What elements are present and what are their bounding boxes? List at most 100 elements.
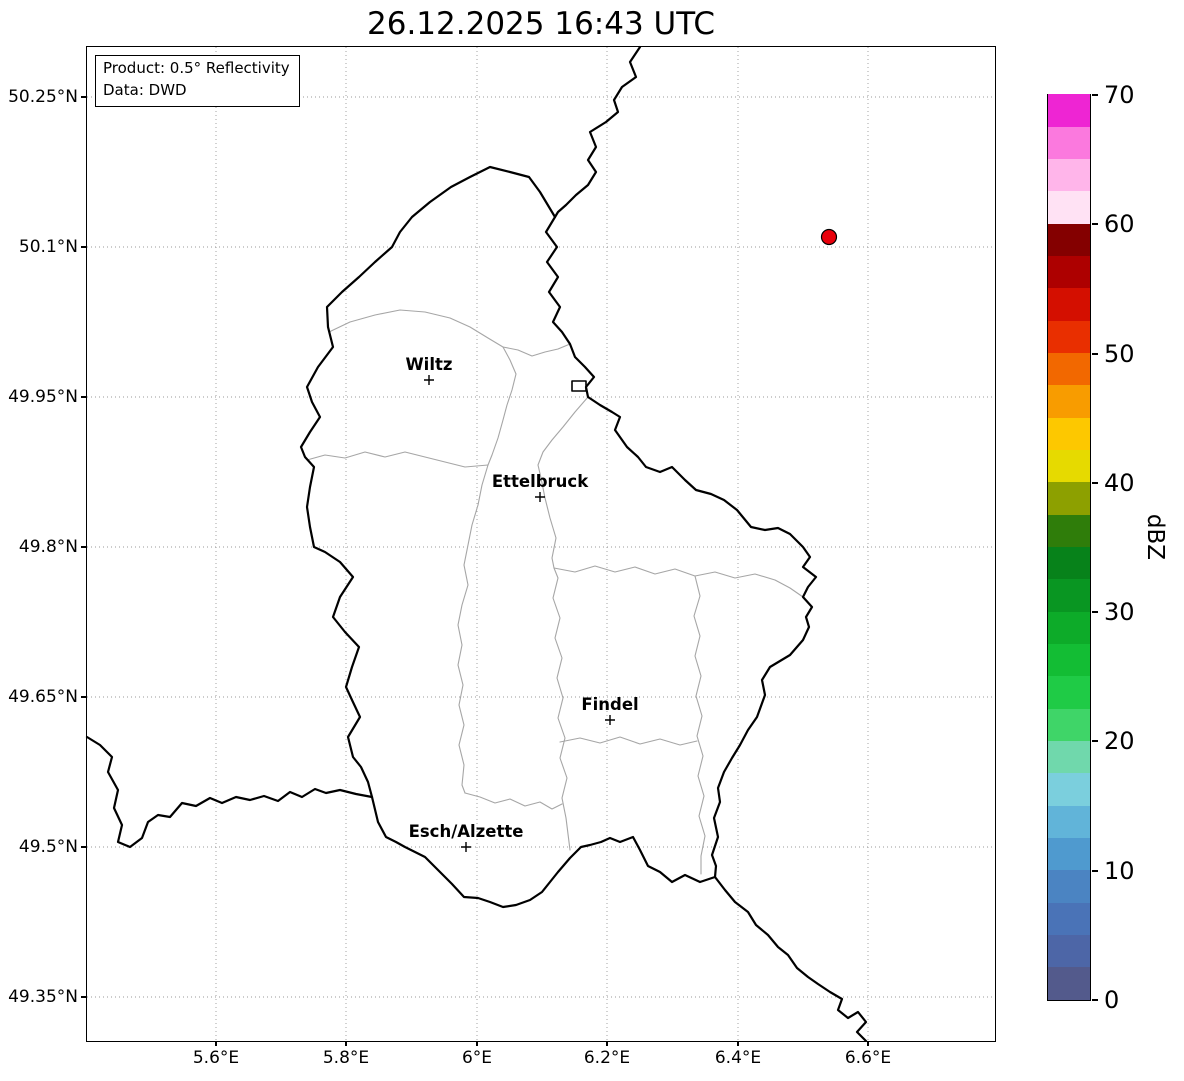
y-tick-label: 49.8°N [18, 537, 78, 557]
colorbar-segment [1047, 417, 1090, 450]
x-tick-mark [737, 1041, 739, 1046]
product-label: Product: 0.5° Reflectivity [103, 59, 290, 77]
colorbar-tick-mark [1092, 869, 1098, 872]
x-tick-label: 6.6°E [844, 1048, 892, 1068]
border-detail-rect [570, 379, 587, 392]
country-borders [85, 45, 867, 1042]
colorbar-segment [1047, 158, 1090, 192]
y-tick-label: 49.65°N [8, 687, 78, 707]
colorbar-segment [1047, 514, 1090, 547]
y-tick-mark [81, 546, 86, 548]
city-plus-marker [423, 374, 434, 385]
colorbar-segment [1047, 449, 1090, 483]
colorbar-segment [1047, 870, 1090, 903]
colorbar-segment [1047, 320, 1090, 353]
x-tick-mark [867, 1041, 869, 1046]
colorbar-tick-label: 20 [1104, 727, 1135, 756]
district-border-line [501, 342, 571, 357]
y-tick-mark [81, 996, 86, 998]
colorbar-tick-mark [1092, 481, 1098, 484]
district-border-line [552, 564, 804, 598]
city-plus-marker [534, 491, 545, 502]
colorbar-segment [1047, 837, 1090, 871]
y-tick-mark [81, 396, 86, 398]
colorbar-segment [1047, 288, 1090, 321]
colorbar-segment [1047, 385, 1090, 418]
city-label: Wiltz [405, 355, 452, 374]
x-tick-label: 6.2°E [583, 1048, 631, 1068]
colorbar-segment [1047, 579, 1090, 612]
y-tick-label: 50.25°N [8, 87, 78, 107]
colorbar-segment [1047, 352, 1090, 386]
colorbar-tick-label: 0 [1104, 986, 1120, 1014]
y-tick-mark [81, 696, 86, 698]
figure-title: 26.12.2025 16:43 UTC [367, 6, 715, 42]
x-tick-label: 5.6°E [192, 1048, 240, 1068]
colorbar-segment [1047, 805, 1090, 838]
colorbar-tick-mark [1092, 94, 1098, 96]
colorbar-tick-mark [1092, 223, 1098, 226]
colorbar-segment [1047, 255, 1090, 289]
colorbar-tick-label: 10 [1104, 856, 1135, 885]
y-tick-mark [81, 246, 86, 248]
colorbar-tick-mark [1092, 352, 1098, 355]
x-tick-mark [606, 1041, 608, 1046]
x-tick-label: 5.8°E [322, 1048, 370, 1068]
y-tick-mark [81, 846, 86, 848]
luxembourg-border [299, 165, 817, 908]
district-border-line [305, 450, 489, 468]
x-tick-label: 6.4°E [714, 1048, 762, 1068]
y-tick-label: 49.5°N [18, 837, 78, 857]
colorbar-segment [1047, 482, 1090, 515]
colorbar-segment [1047, 223, 1090, 256]
colorbar-segment [1047, 191, 1090, 224]
colorbar-unit-label: dBZ [1142, 513, 1168, 561]
colorbar-tick-mark [1092, 740, 1098, 743]
colorbar-segment [1047, 126, 1090, 159]
colorbar-tick-label: 40 [1104, 468, 1135, 497]
grid-lines [86, 46, 995, 1041]
y-tick-label: 49.95°N [8, 387, 78, 407]
district-border-line [692, 574, 706, 875]
x-tick-label: 6°E [461, 1048, 493, 1068]
city-label: Esch/Alzette [408, 822, 523, 841]
x-tick-mark [345, 1041, 347, 1046]
colorbar-segment [1047, 967, 1090, 1000]
colorbar-tick-label: 50 [1104, 339, 1135, 368]
y-tick-label: 49.35°N [8, 987, 78, 1007]
colorbar-segment [1047, 643, 1090, 677]
district-border-line [327, 308, 517, 466]
y-tick-label: 50.1°N [18, 237, 78, 257]
radar-site-marker [820, 228, 837, 245]
colorbar-segment [1047, 740, 1090, 774]
colorbar-tick-label: 70 [1104, 81, 1135, 109]
colorbar-tick-mark [1092, 999, 1098, 1001]
map-plot-area: Wiltz Ettelbruck Findel Esch/Alzette [85, 45, 996, 1042]
colorbar-segment [1047, 94, 1090, 127]
city-plus-marker [460, 841, 471, 852]
x-tick-mark [215, 1041, 217, 1046]
colorbar-tick-label: 60 [1104, 210, 1135, 239]
colorbar-tick-label: 30 [1104, 598, 1135, 627]
colorbar-segment [1047, 708, 1090, 741]
colorbar-tick-mark [1092, 611, 1098, 614]
district-border-line [558, 735, 698, 746]
colorbar-segment [1047, 611, 1090, 644]
colorbar [1046, 93, 1091, 1001]
colorbar-segment [1047, 902, 1090, 935]
france-belgium-border [85, 735, 373, 848]
district-border-line [463, 791, 563, 810]
district-border-line [456, 463, 489, 794]
belgium-germany-border [553, 45, 641, 218]
city-label: Ettelbruck [491, 472, 588, 491]
district-borders [305, 308, 804, 875]
colorbar-segment [1047, 546, 1090, 580]
city-markers: Wiltz Ettelbruck Findel Esch/Alzette [405, 355, 638, 852]
y-tick-mark [81, 96, 86, 98]
colorbar-segment [1047, 934, 1090, 968]
data-source-label: Data: DWD [103, 80, 187, 99]
district-border-line [536, 395, 589, 851]
colorbar-gradient [1047, 94, 1090, 1000]
city-label: Findel [581, 695, 638, 714]
